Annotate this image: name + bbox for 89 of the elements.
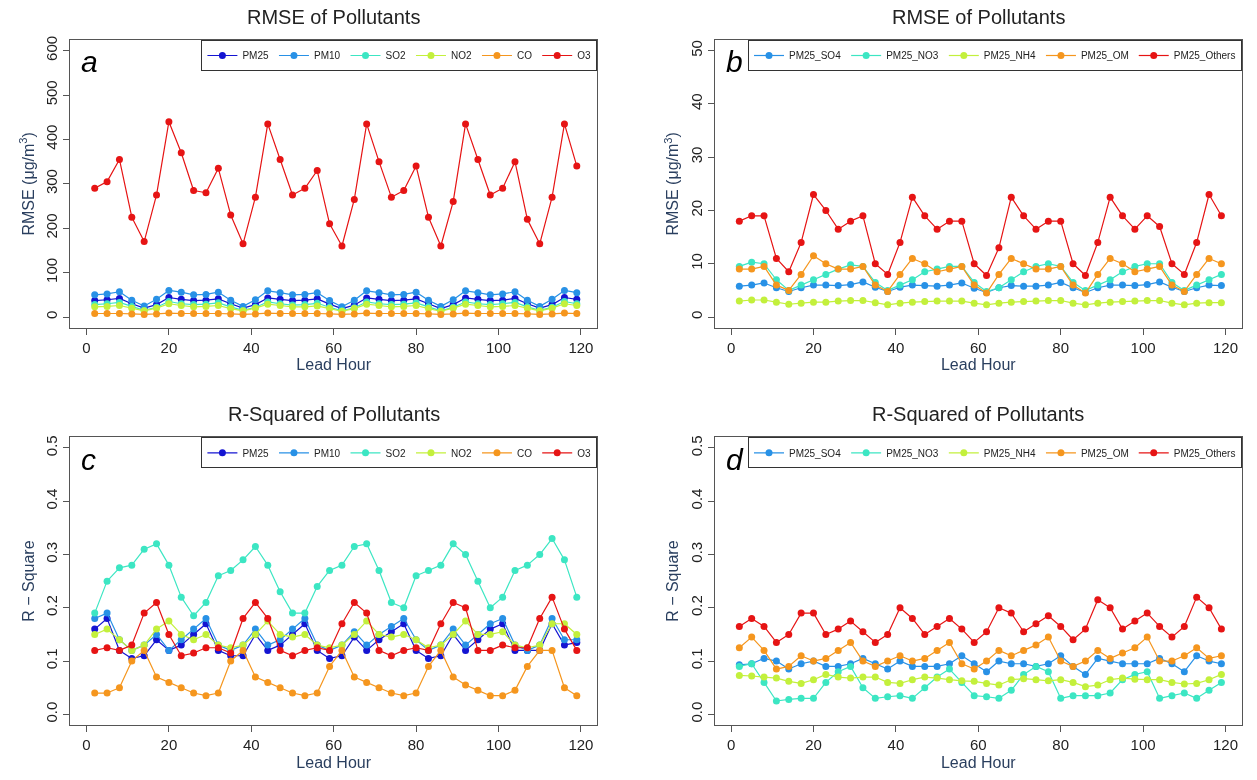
x-tick-label: 100 [1130,736,1156,753]
y-tick-label: 0.4 [687,488,705,510]
y-tick-label: 50 [687,40,705,57]
x-tick-label: 60 [969,338,987,356]
y-axis-title: R − Square [19,540,37,622]
y-tick-label: 10 [687,253,705,270]
x-tick-label: 0 [726,338,736,356]
x-tick-label: 0 [82,736,91,753]
chart-title: R-Squared of Pollutants [872,403,1085,425]
x-tick-label: 100 [485,338,512,356]
legend-label: PM25_Others [1173,50,1236,62]
legend-label: PM25_NO3 [886,447,939,459]
legend-label: O3 [577,50,591,62]
y-tick-label: 500 [43,80,60,106]
y-tick-label: 30 [687,146,705,164]
legend-label: SO2 [385,50,406,62]
legend-label: CO [516,447,533,459]
x-tick-label: 0 [82,338,91,356]
x-tick-label: 40 [242,338,260,356]
y-tick-label: 0 [687,310,705,319]
x-axis-title: Lead Hour [296,356,372,374]
annotation: c [81,443,96,476]
chart-title: R-Squared of Pollutants [228,403,441,425]
x-tick-label: 20 [805,338,822,356]
x-tick-label: 80 [407,338,425,356]
x-axis-title: Lead Hour [940,753,1017,771]
x-tick-label: 100 [1130,338,1156,356]
y-tick-label: 0.4 [43,488,60,510]
legend-label: PM25_OM [1080,447,1129,459]
y-axis-title: R − Square [664,540,682,622]
y-tick-label: 0.1 [43,648,60,670]
x-tick-label: 120 [568,338,594,356]
legend-label: PM25 [242,50,269,62]
annotation: b [726,45,743,78]
legend-label: CO [516,50,533,62]
legend-label: PM25_Others [1173,447,1236,459]
y-tick-label: 400 [43,124,60,150]
legend-label: PM25 [242,447,269,459]
y-tick-label: 200 [43,213,60,239]
y-tick-label: 40 [687,93,705,111]
x-axis-title: Lead Hour [940,356,1017,374]
y-tick-label: 0.0 [43,701,60,723]
y-tick-label: 0.2 [687,595,705,616]
x-tick-label: 80 [1052,338,1070,356]
legend-label: PM25_SO4 [789,50,842,62]
x-tick-label: 20 [160,338,178,356]
y-tick-label: 600 [43,35,60,61]
x-axis-title: Lead Hour [296,753,372,771]
x-tick-label: 120 [568,736,594,753]
x-tick-label: 20 [160,736,178,753]
legend-label: NO2 [450,50,472,62]
x-tick-label: 80 [407,736,425,753]
legend-label: O3 [577,447,591,459]
y-tick-label: 0.3 [687,541,705,563]
x-tick-label: 60 [325,338,343,356]
x-tick-label: 120 [1213,338,1239,356]
y-tick-label: 300 [43,169,60,195]
annotation: d [726,443,744,476]
y-tick-label: 0 [43,310,60,319]
legend-label: PM10 [313,447,341,459]
legend-label: NO2 [450,447,472,459]
legend-label: PM10 [313,50,341,62]
legend-label: PM25_SO4 [789,447,842,459]
x-tick-label: 60 [969,736,987,753]
annotation: a [81,45,98,78]
legend-label: PM25_OM [1080,50,1129,62]
y-tick-label: 0.5 [687,435,705,457]
y-tick-label: 20 [687,199,705,217]
chart-title: RMSE of Pollutants [247,6,421,28]
x-tick-label: 80 [1052,736,1070,753]
x-tick-label: 60 [325,736,343,753]
x-tick-label: 40 [887,338,905,356]
legend-label: PM25_NH4 [983,50,1036,62]
x-tick-label: 40 [242,736,260,753]
y-tick-label: 0.1 [687,648,705,670]
y-tick-label: 0.3 [43,541,60,563]
x-tick-label: 0 [726,736,736,753]
x-tick-label: 40 [887,736,905,753]
legend-label: SO2 [385,447,406,459]
x-tick-label: 120 [1213,736,1239,753]
y-tick-label: 100 [43,257,60,283]
x-tick-label: 100 [485,736,512,753]
y-tick-label: 0.0 [687,701,705,723]
y-tick-label: 0.2 [43,595,60,616]
legend-label: PM25_NO3 [886,50,939,62]
x-tick-label: 20 [805,736,822,753]
legend-label: PM25_NH4 [983,447,1036,459]
y-tick-label: 0.5 [43,435,60,457]
chart-title: RMSE of Pollutants [892,6,1066,28]
